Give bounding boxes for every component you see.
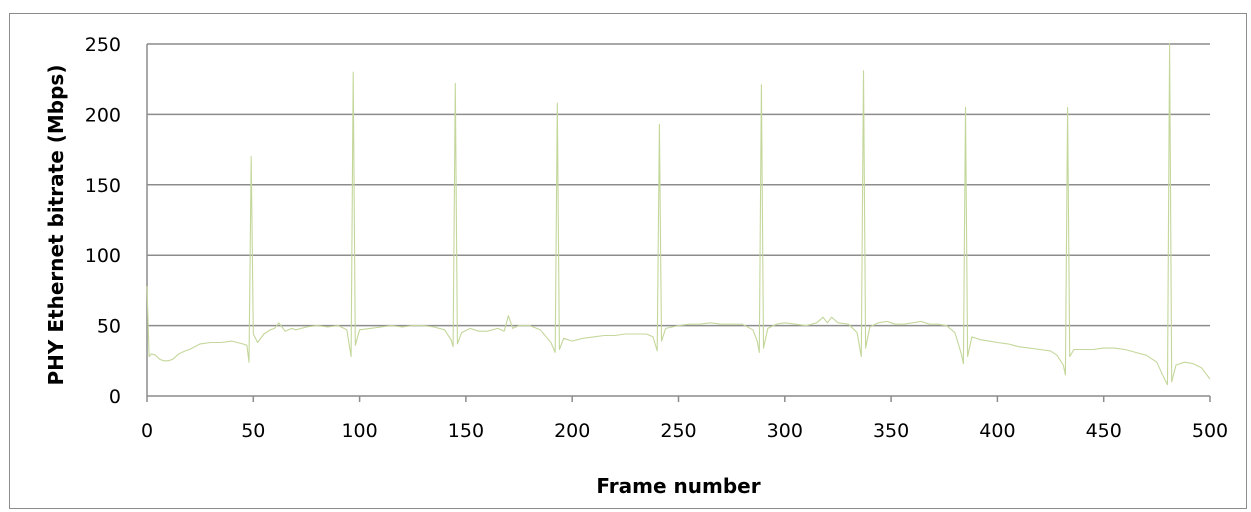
x-tick-label: 350 [873, 420, 909, 442]
x-tick-label: 150 [448, 420, 484, 442]
x-tick-label: 500 [1192, 420, 1228, 442]
y-tick-label: 50 [97, 316, 121, 338]
x-tick-labels: 0 50 100 150 200 250 300 350 400 450 500 [141, 420, 1228, 442]
y-tick-label: 250 [85, 34, 121, 56]
x-tick-label: 100 [341, 420, 377, 442]
x-tick-label: 200 [554, 420, 590, 442]
x-tick-label: 50 [241, 420, 265, 442]
x-tick-label: 0 [141, 420, 153, 442]
x-axis-title: Frame number [596, 474, 760, 498]
chart-frame [9, 13, 1247, 509]
x-axis [146, 44, 1211, 402]
y-tick-label: 150 [85, 175, 121, 197]
y-tick-label: 0 [109, 386, 121, 408]
x-tick-label: 300 [767, 420, 803, 442]
series-group [146, 43, 1211, 386]
gridlines [147, 43, 1210, 327]
y-tick-label: 200 [85, 104, 121, 126]
x-tick-label: 250 [660, 420, 696, 442]
y-tick-labels: 0 50 100 150 200 250 [85, 34, 121, 408]
y-axis-title: PHY Ethernet bitrate (Mbps) [44, 65, 68, 386]
x-tick-label: 450 [1086, 420, 1122, 442]
x-tick-label: 400 [979, 420, 1015, 442]
y-tick-label: 100 [85, 245, 121, 267]
series-line-1 [146, 43, 1211, 386]
